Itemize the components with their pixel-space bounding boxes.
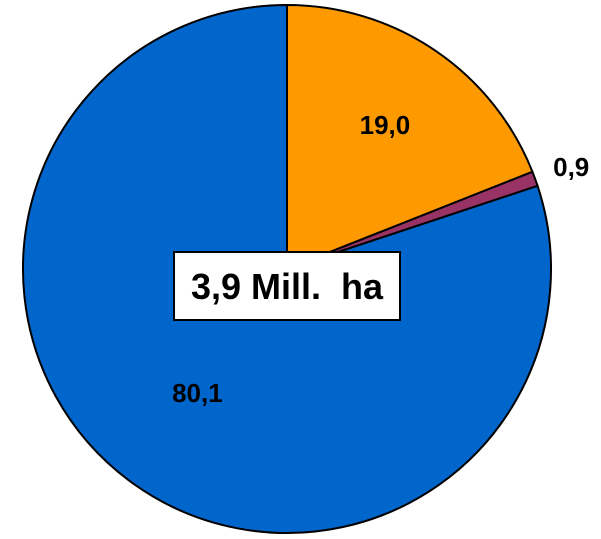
pie-slice-1 [286, 3, 534, 271]
center-label-box: 3,9 Mill. ha [173, 251, 401, 321]
pie-data-label-2: 0,9 [553, 152, 589, 182]
pie-data-label-1: 19,0 [360, 110, 411, 140]
center-label-text: 3,9 Mill. ha [191, 266, 384, 307]
pie-data-label-3: 80,1 [172, 378, 223, 408]
center-label-frame [173, 251, 401, 321]
pie-data-labels: 19,0 0,9 80,1 [172, 110, 589, 408]
